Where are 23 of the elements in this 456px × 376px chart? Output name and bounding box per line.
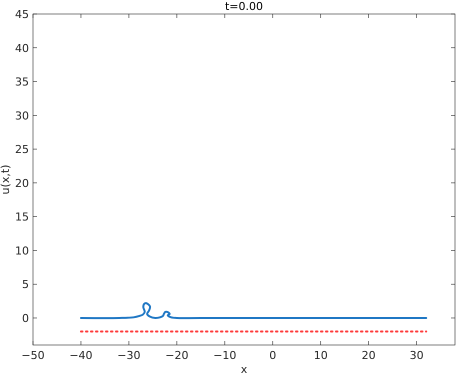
y-tick-label: 0 xyxy=(22,312,29,325)
x-tick-label: 0 xyxy=(269,349,276,362)
y-tick-label: 35 xyxy=(15,76,29,89)
x-axis-title: x xyxy=(240,363,248,376)
y-tick-label: 45 xyxy=(15,8,29,21)
y-tick-label: 20 xyxy=(15,176,29,190)
y-tick-label: 15 xyxy=(15,210,29,224)
line-series xyxy=(80,302,428,320)
x-tick-label: −30 xyxy=(117,349,141,362)
y-tick-label: 5 xyxy=(22,278,29,292)
y-axis-title: u(x,t) xyxy=(0,164,12,194)
y-tick-label: 25 xyxy=(15,143,29,156)
x-tick-label: 20 xyxy=(362,349,376,362)
x-tick-label: −10 xyxy=(213,349,236,362)
x-tick-label: −20 xyxy=(165,349,188,362)
y-tick-label: 40 xyxy=(15,42,29,55)
x-tick-label: 30 xyxy=(410,349,424,362)
x-tick-label: −40 xyxy=(69,349,93,362)
x-tick-label: −50 xyxy=(21,349,45,362)
chart-title: t=0.00 xyxy=(224,0,264,13)
y-tick-label: 10 xyxy=(15,244,29,258)
y-tick-label: 30 xyxy=(15,109,29,122)
x-tick-label: 10 xyxy=(314,349,328,362)
